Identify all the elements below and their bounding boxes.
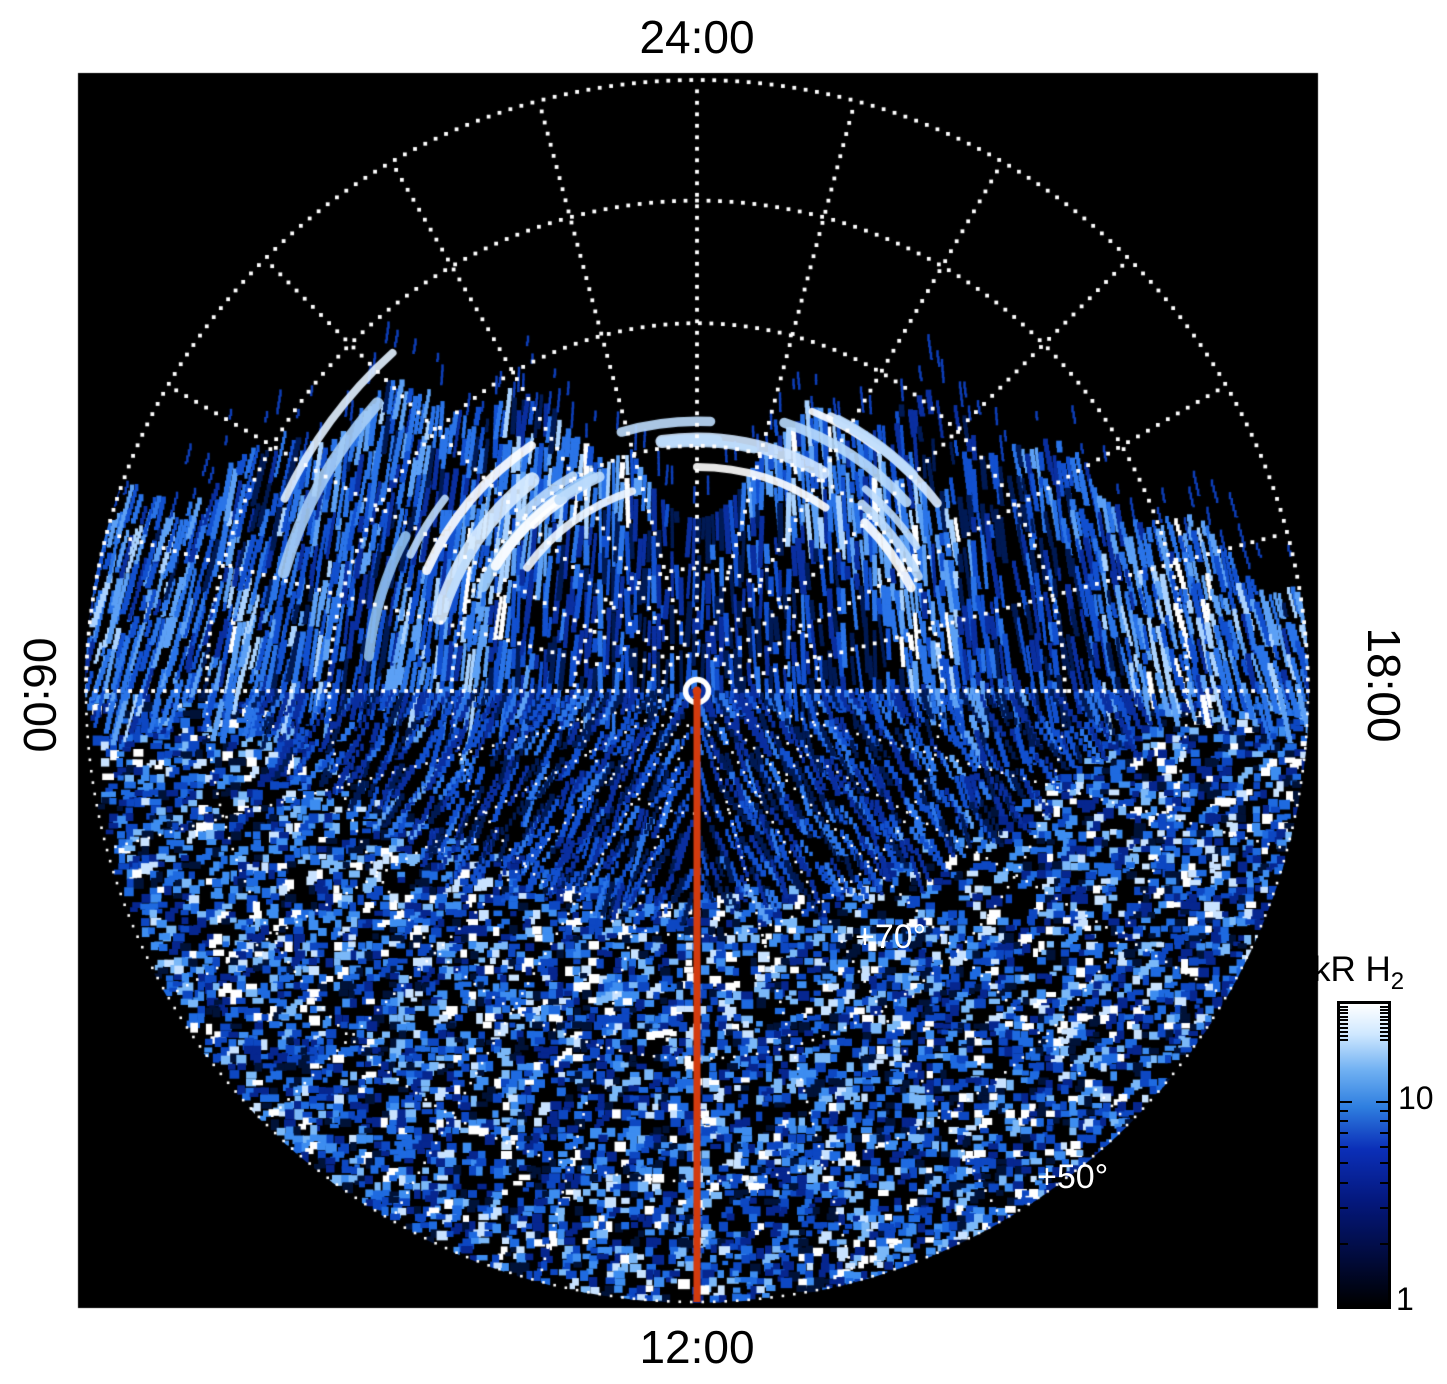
colorbar-tick-23-right	[1380, 1026, 1388, 1029]
colorbar-tick-23-left	[1340, 1026, 1348, 1029]
colorbar-tick-22-right	[1380, 1030, 1388, 1033]
local-time-label-1800: 18:00	[1358, 627, 1410, 743]
colorbar-tick-21-right	[1380, 1034, 1388, 1037]
colorbar-tick-2-right	[1380, 1243, 1388, 1246]
colorbar-tick-24-left	[1340, 1022, 1348, 1025]
colorbar-tick-7-right	[1380, 1132, 1388, 1135]
latitude-label-70: +70°	[855, 918, 927, 956]
colorbar-tick-10-right	[1376, 1100, 1388, 1103]
colorbar-tick-4-left	[1340, 1181, 1348, 1184]
local-time-label-2400: 24:00	[639, 11, 755, 63]
local-time-label-0600: 06:00	[14, 637, 66, 753]
colorbar-tick-29-right	[1380, 1006, 1388, 1008]
colorbar-tick-6-right	[1380, 1145, 1388, 1148]
colorbar-tick-25-right	[1380, 1019, 1388, 1022]
colorbar-tick-7-left	[1340, 1132, 1348, 1135]
colorbar-tick-5-right	[1380, 1162, 1388, 1165]
colorbar-tick-3-right	[1380, 1207, 1388, 1210]
colorbar-tick-29-left	[1340, 1006, 1348, 1008]
colorbar-tick-27-left	[1340, 1012, 1348, 1015]
colorbar-tick-28-left	[1340, 1009, 1348, 1012]
colorbar-tick-26-right	[1380, 1015, 1388, 1018]
colorbar-tick-6-left	[1340, 1145, 1348, 1148]
local-time-label-1200: 12:00	[639, 1321, 755, 1373]
latitude-label-50: +50°	[1037, 1158, 1109, 1196]
colorbar-tick-label-1: 1	[1396, 1281, 1414, 1317]
colorbar-title-subscript: 2	[1390, 968, 1405, 995]
colorbar-tick-10-left	[1340, 1100, 1352, 1103]
colorbar-tick-3-left	[1340, 1207, 1348, 1210]
colorbar-tick-label-10: 10	[1398, 1080, 1434, 1116]
colorbar-tick-9-left	[1340, 1109, 1348, 1112]
colorbar-tick-5-left	[1340, 1162, 1348, 1165]
colorbar-tick-25-left	[1340, 1019, 1348, 1022]
colorbar-tick-8-right	[1380, 1120, 1388, 1123]
colorbar-tick-2-left	[1340, 1243, 1348, 1246]
colorbar-tick-8-left	[1340, 1120, 1348, 1123]
colorbar-tick-4-right	[1380, 1181, 1388, 1184]
colorbar-tick-27-right	[1380, 1012, 1388, 1015]
colorbar-tick-20-right	[1380, 1039, 1388, 1041]
colorbar-title: kR H2	[1313, 950, 1405, 995]
colorbar-tick-24-right	[1380, 1022, 1388, 1025]
colorbar-tick-26-left	[1340, 1015, 1348, 1018]
colorbar-tick-21-left	[1340, 1034, 1348, 1037]
colorbar-tick-28-right	[1380, 1009, 1388, 1012]
colorbar-tick-22-left	[1340, 1030, 1348, 1033]
colorbar-tick-9-right	[1380, 1109, 1388, 1112]
colorbar	[1337, 1001, 1391, 1309]
colorbar-tick-20-left	[1340, 1039, 1348, 1041]
